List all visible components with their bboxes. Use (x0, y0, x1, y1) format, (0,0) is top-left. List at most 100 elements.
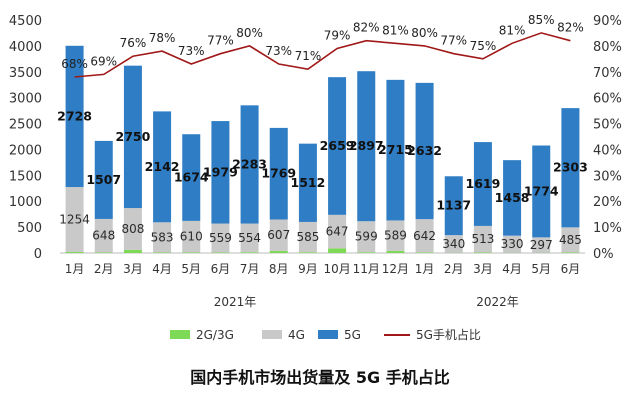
value-label-5g: 1674 (174, 170, 209, 185)
bar-5g (211, 121, 230, 224)
bar-5g (123, 65, 142, 209)
bar-5g (182, 134, 201, 221)
percent-label: 77% (207, 34, 234, 48)
bar-4g (94, 218, 113, 253)
percent-label: 81% (382, 23, 409, 37)
value-label-5g: 1774 (524, 183, 559, 198)
value-label-5g: 2659 (320, 138, 355, 153)
y-left-tick: 4000 (9, 40, 42, 55)
value-label-4g: 808 (121, 222, 144, 236)
y-left-tick: 1500 (9, 169, 42, 184)
bar-2g3g (357, 252, 376, 253)
y-right-tick: 40% (593, 143, 622, 158)
percent-label: 71% (295, 49, 322, 63)
x-tick: 4月 (152, 262, 172, 276)
y-right-tick: 0% (593, 247, 614, 262)
bar-5g (240, 105, 259, 224)
value-label-4g: 340 (442, 237, 465, 251)
y-right-tick: 20% (593, 195, 622, 210)
percent-label: 75% (470, 39, 497, 53)
value-label-4g: 485 (559, 233, 582, 247)
bar-5g (503, 160, 522, 236)
y-left-tick: 1000 (9, 195, 42, 210)
bar-2g3g (561, 252, 580, 253)
chart-caption: 国内手机市场出货量及 5G 手机占比 (190, 368, 450, 387)
bar-4g (473, 225, 492, 253)
value-label-4g: 583 (151, 230, 174, 244)
legend-swatch (262, 330, 282, 339)
value-label-4g: 642 (413, 229, 436, 243)
x-tick: 10月 (323, 262, 350, 276)
percent-label: 82% (353, 21, 380, 35)
y-left-tick: 3500 (9, 66, 42, 81)
y-right-tick: 80% (593, 40, 622, 55)
bar-4g (240, 223, 259, 253)
x-tick: 3月 (473, 262, 493, 276)
percent-label: 85% (528, 13, 555, 27)
bar-2g3g (94, 252, 113, 253)
bar-5g (473, 142, 492, 226)
x-tick: 5月 (531, 262, 551, 276)
x-tick: 2月 (444, 262, 464, 276)
x-tick: 6月 (211, 262, 231, 276)
percent-label: 79% (324, 28, 351, 42)
x-tick: 4月 (502, 262, 522, 276)
bar-5g (328, 77, 347, 215)
value-label-5g: 2897 (349, 138, 384, 153)
bar-5g (561, 108, 580, 228)
bar-4g (328, 214, 347, 249)
y-right-tick: 30% (593, 169, 622, 184)
bar-4g (357, 221, 376, 253)
value-label-4g: 607 (267, 228, 290, 242)
value-label-4g: 599 (355, 230, 378, 244)
value-label-5g: 2715 (378, 142, 413, 157)
x-tick: 12月 (382, 262, 409, 276)
bar-2g3g (298, 252, 317, 253)
bar-4g (561, 227, 580, 253)
value-label-4g: 554 (238, 231, 261, 245)
legend-label: 2G/3G (196, 328, 234, 342)
bar-4g (532, 237, 551, 253)
bar-5g (65, 45, 84, 188)
percent-label: 77% (440, 34, 467, 48)
value-label-5g: 2750 (116, 129, 151, 144)
bar-2g3g (386, 250, 405, 253)
bar-2g3g (123, 249, 142, 253)
bar-2g3g (240, 252, 259, 253)
y-right-tick: 10% (593, 221, 622, 236)
x-tick: 1月 (65, 262, 85, 276)
percent-label: 80% (411, 26, 438, 40)
value-label-5g: 1137 (436, 198, 471, 213)
value-label-4g: 330 (501, 237, 524, 251)
value-label-4g: 585 (296, 230, 319, 244)
x-tick: 11月 (353, 262, 380, 276)
percent-label: 81% (499, 23, 526, 37)
bar-4g (65, 187, 84, 252)
bar-5g (386, 79, 405, 221)
y-right-tick: 60% (593, 92, 622, 107)
bar-4g (415, 219, 434, 253)
value-label-4g: 297 (530, 238, 553, 252)
bar-5g (153, 111, 172, 223)
value-label-5g: 1769 (261, 166, 296, 181)
bar-2g3g (328, 248, 347, 253)
value-label-4g: 559 (209, 231, 232, 245)
bar-2g3g (473, 252, 492, 253)
value-label-4g: 1254 (59, 212, 90, 226)
value-label-4g: 513 (471, 232, 494, 246)
value-label-5g: 1458 (495, 190, 530, 205)
year-label: 2022年 (476, 295, 519, 309)
y-right-tick: 50% (593, 118, 622, 133)
percent-label: 76% (120, 36, 147, 50)
x-tick: 9月 (298, 262, 318, 276)
y-left-tick: 3000 (9, 92, 42, 107)
bar-4g (123, 208, 142, 250)
percent-label: 73% (265, 44, 292, 58)
x-tick: 5月 (181, 262, 201, 276)
percent-label: 80% (236, 26, 263, 40)
bar-5g (357, 71, 376, 222)
bar-2g3g (65, 251, 84, 253)
legend-swatch (170, 330, 190, 339)
bar-4g (153, 222, 172, 253)
legend-label: 5G (344, 328, 361, 342)
